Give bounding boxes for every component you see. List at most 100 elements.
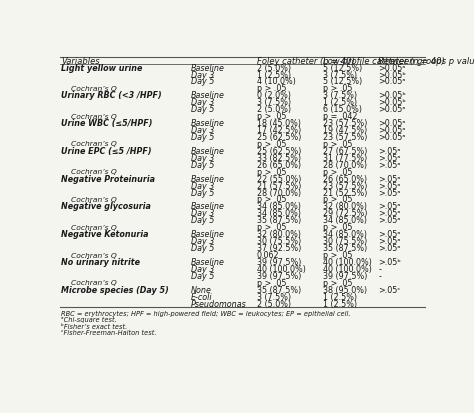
Text: >.05ᵃ: >.05ᵃ [378,154,401,162]
Text: 3 (7.5%): 3 (7.5%) [323,91,357,100]
Text: >0.05ᵃ: >0.05ᵃ [378,64,406,72]
Text: 2 (5.0%): 2 (5.0%) [257,105,291,114]
Text: 23 (57.5%): 23 (57.5%) [323,133,367,142]
Text: >0.05ᵃ: >0.05ᵃ [378,119,406,128]
Text: 27 (67.5%): 27 (67.5%) [323,147,367,156]
Text: 2 (5.0%): 2 (5.0%) [257,64,291,72]
Text: >.05ᵃ: >.05ᵃ [378,202,401,211]
Text: 25 (62.5%): 25 (62.5%) [257,147,301,156]
Text: >0.05ᵃ: >0.05ᵃ [378,126,406,135]
Text: p > .05: p > .05 [323,84,353,93]
Text: Day 3: Day 3 [191,154,214,162]
Text: 35 (87.5%): 35 (87.5%) [257,285,301,294]
Text: p > .05: p > .05 [323,167,353,176]
Text: 19 (47.5%): 19 (47.5%) [323,126,367,135]
Text: >0.05ᵃ: >0.05ᵃ [378,105,406,114]
Text: 23 (57.5%): 23 (57.5%) [323,181,367,190]
Text: p > .05: p > .05 [257,278,286,287]
Text: p > .05: p > .05 [257,195,286,204]
Text: Day 3: Day 3 [191,209,214,218]
Text: ᵃChi-square test.: ᵃChi-square test. [62,316,117,323]
Text: Between groups p value: Between groups p value [378,57,474,66]
Text: 4 (10.0%): 4 (10.0%) [257,77,296,86]
Text: 18 (45.0%): 18 (45.0%) [257,119,301,128]
Text: 1 (2.5%): 1 (2.5%) [257,70,291,79]
Text: 0.062: 0.062 [257,250,280,259]
Text: 34 (85.0%): 34 (85.0%) [257,202,301,211]
Text: Day 5: Day 5 [191,77,214,86]
Text: Day 5: Day 5 [191,160,214,169]
Text: 28 (70.0%): 28 (70.0%) [323,160,367,169]
Text: None: None [191,285,211,294]
Text: Cochran’s Q: Cochran’s Q [71,141,117,147]
Text: Day 3: Day 3 [191,237,214,246]
Text: Baseline: Baseline [191,230,225,239]
Text: p > .05: p > .05 [257,167,286,176]
Text: >0.05ᵇ: >0.05ᵇ [378,98,406,107]
Text: Day 3: Day 3 [191,181,214,190]
Text: Negative Proteinuria: Negative Proteinuria [62,174,155,183]
Text: 31 (77.5%): 31 (77.5%) [323,154,367,162]
Text: >0.05ᵃ: >0.05ᵃ [378,133,406,142]
Text: -: - [378,271,381,280]
Text: 40 (100.0%): 40 (100.0%) [257,264,306,273]
Text: >.05ᵃ: >.05ᵃ [378,188,401,197]
Text: p > .05: p > .05 [323,278,353,287]
Text: Day 3: Day 3 [191,98,214,107]
Text: Day 3: Day 3 [191,264,214,273]
Text: Day 5: Day 5 [191,133,214,142]
Text: Day 3: Day 3 [191,70,214,79]
Text: 23 (57.5%): 23 (57.5%) [323,119,367,128]
Text: No urinary nitrite: No urinary nitrite [62,257,140,266]
Text: Cochran’s Q: Cochran’s Q [71,224,117,230]
Text: ᶜFisher-Freeman-Halton test.: ᶜFisher-Freeman-Halton test. [62,329,157,335]
Text: p > .05: p > .05 [323,140,353,149]
Text: 32 (80.0%): 32 (80.0%) [323,202,367,211]
Text: p > .05: p > .05 [323,223,353,232]
Text: 35 (87.5%): 35 (87.5%) [257,216,301,225]
Text: p > .05: p > .05 [257,140,286,149]
Text: 2 (5.0%): 2 (5.0%) [257,299,291,308]
Text: Cochran’s Q: Cochran’s Q [71,197,117,202]
Text: Day 5: Day 5 [191,216,214,225]
Text: Cochran’s Q: Cochran’s Q [71,252,117,258]
Text: p > .05: p > .05 [257,84,286,93]
Text: 0 (2.0%): 0 (2.0%) [257,91,291,100]
Text: 26 (65.0%): 26 (65.0%) [323,174,367,183]
Text: p > .05: p > .05 [257,112,286,121]
Text: Baseline: Baseline [191,91,225,100]
Text: 38 (95.0%): 38 (95.0%) [323,285,367,294]
Text: Urinary RBC (<3 /HPF): Urinary RBC (<3 /HPF) [62,91,162,100]
Text: >0.05ᵇ: >0.05ᵇ [378,91,406,100]
Text: RBC = erythrocytes; HPF = high-powered field; WBC = leukocytes; EP = epithelial : RBC = erythrocytes; HPF = high-powered f… [62,310,351,316]
Text: Urine EPC (≤5 /HPF): Urine EPC (≤5 /HPF) [62,147,152,156]
Text: 40 (100.0%): 40 (100.0%) [323,257,372,266]
Text: >.05ᵃ: >.05ᵃ [378,160,401,169]
Text: 21 (52.5%): 21 (52.5%) [323,188,367,197]
Text: 1 (2.5%): 1 (2.5%) [323,299,357,308]
Text: Low-profile catheter (n = 40): Low-profile catheter (n = 40) [323,57,445,66]
Text: 1 (2.5%): 1 (2.5%) [323,292,357,301]
Text: 30 (75.5%): 30 (75.5%) [323,237,367,246]
Text: Light yellow urine: Light yellow urine [62,64,143,72]
Text: p > .05: p > .05 [323,195,353,204]
Text: >0.05ᵇ: >0.05ᵇ [378,70,406,79]
Text: 3 (7.5%): 3 (7.5%) [257,98,291,107]
Text: Foley catheter (n = 40): Foley catheter (n = 40) [257,57,355,66]
Text: 34 (85.0%): 34 (85.0%) [323,216,367,225]
Text: p > .05: p > .05 [323,250,353,259]
Text: Day 5: Day 5 [191,188,214,197]
Text: Variables: Variables [62,57,100,66]
Text: >.05ᵃ: >.05ᵃ [378,209,401,218]
Text: >.05ᵃ: >.05ᵃ [378,244,401,252]
Text: Cochran’s Q: Cochran’s Q [71,280,117,286]
Text: 17 (42.5%): 17 (42.5%) [257,126,301,135]
Text: >.05ᵇ: >.05ᵇ [378,257,401,266]
Text: >.05ᵃ: >.05ᵃ [378,181,401,190]
Text: Urine WBC (≤5/HPF): Urine WBC (≤5/HPF) [62,119,153,128]
Text: Baseline: Baseline [191,64,225,72]
Text: >.05ᶜ: >.05ᶜ [378,285,401,294]
Text: >.05ᵃ: >.05ᵃ [378,237,401,246]
Text: 40 (100.0%): 40 (100.0%) [323,264,372,273]
Text: Baseline: Baseline [191,119,225,128]
